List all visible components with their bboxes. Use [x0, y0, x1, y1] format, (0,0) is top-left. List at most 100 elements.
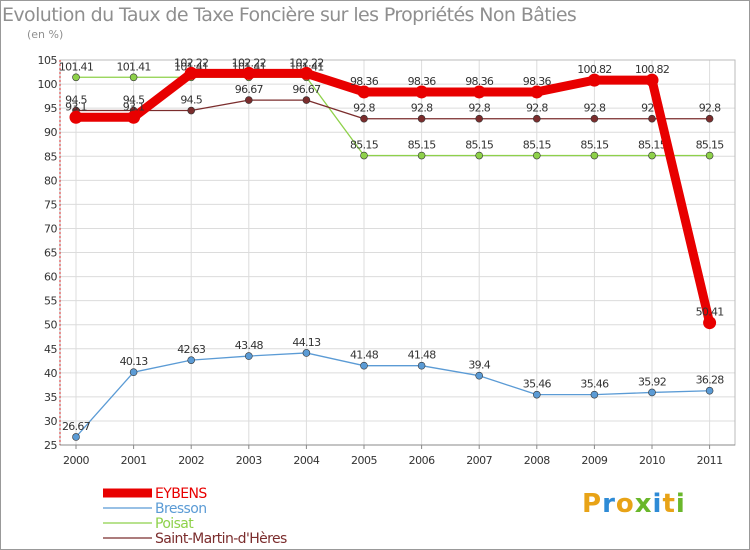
data-label: 85.15: [580, 139, 609, 152]
y-tick-label: 105: [38, 54, 58, 67]
data-label: 94.5: [123, 94, 145, 107]
data-label: 92.8: [699, 102, 721, 115]
data-label: 92.8: [584, 102, 606, 115]
data-label: 100.82: [577, 63, 611, 76]
data-point: [475, 114, 484, 123]
x-tick-label: 2008: [524, 454, 550, 467]
x-tick-label: 2002: [178, 454, 204, 467]
data-label: 85.15: [696, 139, 725, 152]
data-label: 39.4: [468, 359, 490, 372]
y-tick-label: 70: [44, 222, 57, 235]
data-point: [648, 114, 656, 123]
legend-item: Poisat: [103, 516, 195, 532]
legend-label: Saint-Martin-d'Hères: [155, 531, 287, 547]
x-tick-label: 2006: [409, 454, 435, 467]
data-point: [587, 73, 601, 87]
x-tick-label: 2009: [581, 454, 607, 467]
data-point: [360, 361, 368, 370]
data-label: 35.46: [523, 378, 552, 391]
x-tick-label: 2005: [351, 454, 377, 467]
data-label: 92.8: [526, 102, 548, 115]
data-point: [360, 151, 368, 160]
data-label: 93.1: [65, 100, 87, 113]
data-point: [472, 85, 486, 99]
data-point: [417, 114, 426, 123]
data-label: 85.15: [408, 139, 437, 152]
y-tick-label: 25: [44, 439, 57, 452]
x-tick-label: 2003: [236, 454, 262, 467]
series-line: [71, 68, 715, 328]
axes: 25 30 35 40 45 50 55 60 65 70 75 80 85 90 95 100 105 2000…: [38, 54, 736, 467]
data-label: 44.13: [292, 336, 321, 349]
data-point: [705, 151, 714, 160]
series-line: [75, 352, 711, 438]
y-tick-label: 90: [44, 126, 57, 139]
data-label: 102.22: [232, 56, 266, 69]
data-point: [299, 66, 313, 80]
data-label: 36.28: [696, 374, 725, 387]
proxiti-logo: Proxiti: [582, 489, 686, 519]
logo-letter: i: [675, 489, 686, 519]
data-point: [72, 73, 80, 82]
data-point: [242, 66, 256, 80]
data-point: [72, 433, 80, 441]
y-tick-label: 35: [44, 391, 57, 404]
chart-title: Evolution du Taux de Taxe Foncière sur l…: [2, 4, 577, 26]
data-label: 43.48: [235, 339, 264, 352]
data-label: 41.48: [350, 349, 379, 362]
data-point: [357, 85, 371, 99]
data-point: [648, 151, 656, 160]
data-point: [187, 106, 195, 115]
data-label: 96.67: [292, 83, 321, 96]
data-label: 92.8: [468, 102, 490, 115]
data-point: [417, 151, 426, 160]
data-label: 85.15: [638, 139, 667, 152]
data-point: [245, 352, 253, 360]
data-point: [69, 110, 83, 124]
data-point: [703, 316, 717, 330]
legend-item: EYBENS: [103, 486, 208, 502]
data-point: [187, 356, 195, 364]
y-tick-label: 80: [44, 174, 57, 187]
data-label: 85.15: [350, 139, 379, 152]
data-point: [648, 388, 656, 397]
data-point: [129, 368, 138, 376]
x-tick-label: 2007: [466, 454, 492, 467]
data-point: [705, 114, 714, 123]
data-point: [532, 151, 541, 160]
data-label: 100.82: [635, 63, 669, 76]
series-eybens: 93.1 93.1 102.22 102.22 102.22 98.36 98.36 98.3…: [65, 56, 724, 330]
legend-item: Bresson: [103, 501, 207, 517]
legend-label: EYBENS: [155, 486, 207, 502]
data-point: [475, 151, 484, 160]
series-layer: 26.67 40.13 42.63 43.48 44.13 41.48 41.48 39.4 3…: [59, 56, 725, 441]
data-label: 102.22: [174, 56, 208, 69]
data-point: [590, 390, 599, 399]
data-label: 92.8: [353, 102, 375, 115]
data-label: 85.15: [465, 139, 494, 152]
y-tick-label: 95: [44, 102, 57, 115]
data-label: 35.92: [638, 375, 666, 388]
series-saint-martin-d-h-res: 94.5 94.5 94.5 96.67 96.67 92.8 92.8 92.8 92.8 92…: [65, 83, 722, 123]
data-point: [184, 66, 198, 80]
data-label: 98.36: [408, 75, 437, 88]
y-tick-label: 30: [44, 415, 57, 428]
data-label: 98.36: [465, 75, 494, 88]
data-label: 102.22: [289, 56, 323, 69]
data-label: 101.41: [116, 60, 150, 73]
logo-letter: o: [615, 489, 635, 519]
data-point: [302, 349, 311, 357]
y-tick-label: 50: [44, 319, 57, 332]
data-point: [127, 110, 141, 124]
data-label: 41.48: [408, 349, 437, 362]
chart-subtitle: (en %): [27, 28, 64, 41]
data-point: [245, 96, 253, 104]
data-label: 94.5: [180, 94, 202, 107]
y-tick-label: 60: [44, 271, 57, 284]
x-tick-label: 2004: [293, 454, 319, 467]
legend-label: Poisat: [155, 516, 194, 532]
data-label: 40.13: [120, 355, 149, 368]
data-point: [415, 85, 429, 99]
